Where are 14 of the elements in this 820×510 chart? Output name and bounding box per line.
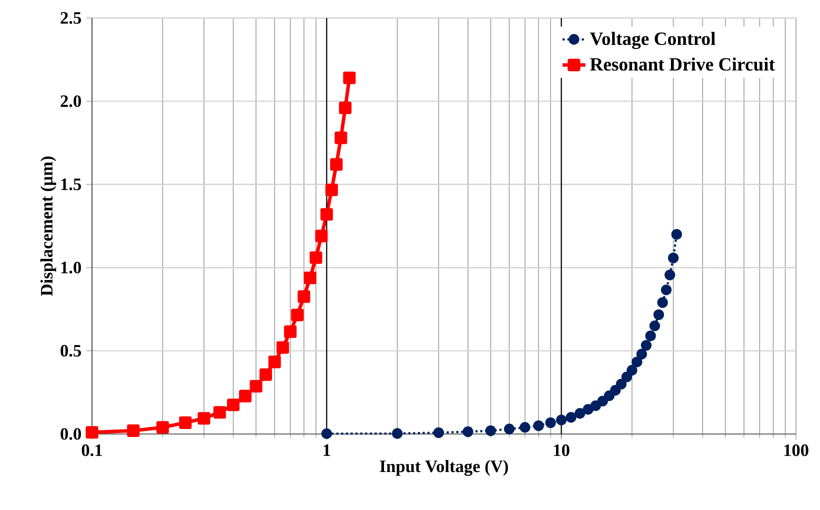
y-tick-label: 1.0 [61, 262, 81, 274]
x-tick-label: 1 [324, 444, 330, 456]
y-axis-title: Displacement (µm) [40, 156, 56, 296]
y-tick-label: 0.5 [60, 344, 81, 357]
x-tick-label: 0.1 [82, 444, 102, 456]
y-tick-label: 1.5 [61, 178, 81, 190]
y-tick-label: 0.0 [60, 428, 81, 440]
y-tick-label: 2.0 [60, 95, 81, 108]
x-tick-label: 10 [554, 444, 570, 456]
x-axis-title: Input Voltage (V) [380, 460, 508, 476]
legend-label: Voltage Control [590, 32, 716, 49]
legend-label: Resonant Drive Circuit [590, 58, 775, 71]
y-tick-label: 2.5 [60, 12, 81, 24]
x-tick-label: 100 [784, 444, 808, 456]
